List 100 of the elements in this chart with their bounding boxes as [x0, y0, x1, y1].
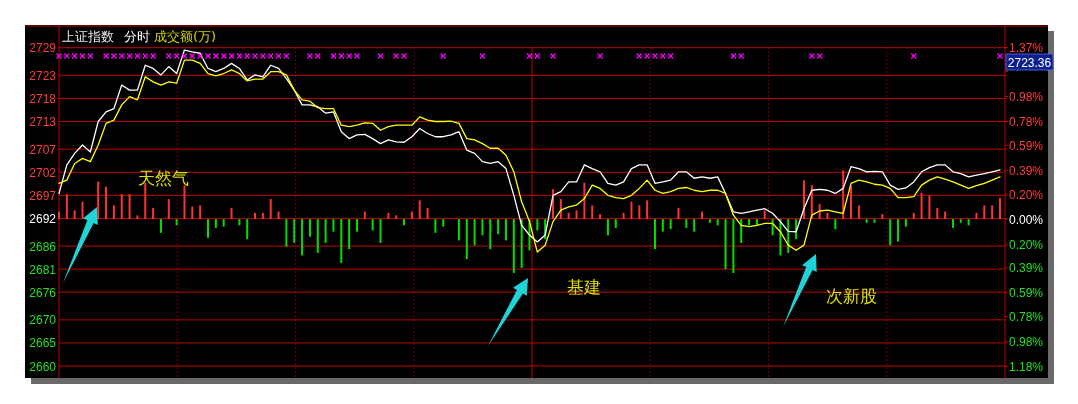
annotation: 基建	[567, 277, 601, 297]
bar	[983, 205, 986, 220]
bar	[230, 207, 233, 220]
bar	[434, 219, 437, 233]
bar	[936, 207, 939, 220]
y-tick-label: 2702	[29, 165, 57, 180]
bar	[944, 211, 947, 220]
bar	[661, 219, 664, 232]
y-tick-label: 2676	[29, 285, 57, 300]
bar	[308, 219, 311, 237]
bar	[199, 205, 202, 220]
bar	[536, 219, 539, 231]
bar	[999, 197, 1001, 220]
bar	[677, 207, 680, 220]
bar	[246, 219, 249, 240]
bar	[285, 219, 288, 247]
bar	[73, 210, 76, 220]
bar	[277, 211, 280, 220]
bar	[606, 219, 609, 236]
bar	[951, 219, 954, 228]
bar	[105, 186, 108, 220]
bar	[183, 185, 186, 220]
bar	[363, 211, 366, 220]
bar	[638, 205, 641, 220]
y2-tick-label: 1.37%	[1009, 41, 1044, 56]
annotation: 天然气	[138, 168, 189, 188]
text: 成交额(万)	[154, 29, 217, 44]
bar	[724, 219, 727, 270]
y2-tick-label: 0.20%	[1009, 237, 1044, 252]
y2-tick-label: 0.78%	[1009, 115, 1044, 130]
bar	[191, 206, 194, 220]
bar	[897, 219, 900, 242]
bar	[716, 219, 719, 226]
bar	[504, 219, 507, 241]
bar	[340, 219, 343, 263]
y-tick-label: 2697	[29, 188, 57, 203]
bar	[669, 219, 672, 230]
bar	[206, 219, 209, 238]
y-tick-label: 2686	[29, 239, 57, 254]
bar	[881, 214, 884, 220]
y-tick-label: 2729	[29, 41, 57, 56]
bar	[167, 199, 170, 220]
bar	[489, 219, 492, 250]
bar	[763, 210, 766, 220]
bar	[802, 180, 805, 220]
bar	[834, 219, 837, 230]
bar	[732, 219, 735, 273]
bar	[261, 212, 264, 220]
y2-tick-label: 0.59%	[1009, 286, 1044, 301]
bar	[865, 219, 868, 223]
bar	[175, 219, 178, 226]
bar	[355, 219, 358, 232]
bar	[857, 205, 860, 220]
bar	[159, 219, 162, 233]
bar	[387, 212, 390, 220]
bar	[269, 199, 272, 220]
bar	[520, 219, 523, 268]
bar	[301, 219, 304, 256]
bar	[112, 205, 115, 220]
bar	[395, 215, 398, 220]
bar	[826, 212, 829, 220]
bar	[293, 219, 296, 243]
y-tick-label: 2713	[29, 115, 57, 130]
bar	[136, 215, 139, 220]
bar	[426, 207, 429, 220]
bar	[332, 219, 335, 232]
y-tick-label: 2718	[29, 91, 57, 106]
bar	[222, 219, 225, 227]
bar	[371, 219, 374, 231]
bar	[567, 212, 570, 220]
bar	[975, 212, 978, 220]
bar	[152, 207, 155, 220]
y-tick-label: 2670	[29, 313, 57, 328]
bar	[465, 219, 468, 260]
bar	[740, 219, 743, 243]
bar	[348, 219, 351, 250]
bar	[497, 219, 500, 235]
y-tick-label: 2660	[29, 359, 57, 374]
y2-tick-label: 1.18%	[1009, 360, 1044, 375]
bar	[512, 219, 515, 273]
bar	[646, 200, 649, 220]
bar	[622, 212, 625, 220]
bar	[418, 200, 421, 220]
y2-tick-label: 0.98%	[1009, 89, 1044, 104]
y-tick-label: 2692	[29, 211, 57, 226]
bar	[708, 219, 711, 223]
bar	[324, 219, 327, 243]
bar	[904, 219, 907, 227]
bar	[442, 219, 445, 227]
bar	[316, 219, 319, 253]
text: 2723.36	[1007, 55, 1052, 70]
bar	[97, 181, 100, 220]
bar	[58, 211, 60, 220]
bar	[873, 219, 876, 223]
bar	[653, 219, 656, 250]
chart-title: 上证指数	[62, 29, 114, 44]
bar	[379, 219, 382, 243]
bar	[473, 219, 476, 246]
y-tick-label: 2707	[29, 142, 57, 157]
y2-tick-label: 0.00%	[1009, 212, 1044, 227]
